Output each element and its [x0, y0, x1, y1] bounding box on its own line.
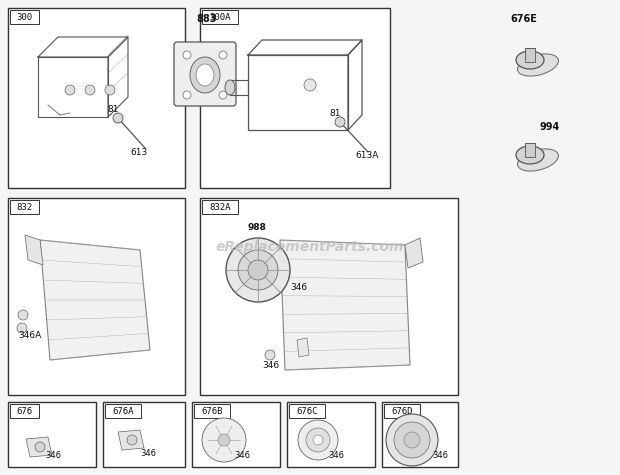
Text: 832A: 832A: [210, 202, 231, 211]
Bar: [202, 10, 238, 24]
Circle shape: [218, 434, 230, 446]
Text: 346: 346: [234, 451, 250, 460]
Circle shape: [113, 113, 123, 123]
Bar: [382, 402, 458, 467]
Circle shape: [394, 422, 430, 458]
Bar: [289, 404, 325, 418]
Ellipse shape: [518, 54, 559, 76]
Polygon shape: [118, 430, 144, 450]
Text: 300: 300: [17, 12, 33, 21]
Circle shape: [18, 310, 28, 320]
Bar: [8, 198, 185, 395]
Text: 346: 346: [328, 451, 344, 460]
Ellipse shape: [518, 149, 559, 171]
Text: 346: 346: [290, 283, 307, 292]
Polygon shape: [297, 338, 309, 357]
Text: 613: 613: [130, 148, 148, 157]
Circle shape: [127, 435, 137, 445]
Circle shape: [183, 91, 191, 99]
Bar: [287, 402, 375, 467]
Bar: [202, 200, 238, 214]
Text: 676E: 676E: [510, 14, 537, 24]
Ellipse shape: [190, 57, 220, 93]
Text: 988: 988: [248, 223, 267, 232]
Polygon shape: [26, 437, 52, 457]
Text: 346: 346: [262, 361, 279, 370]
Circle shape: [386, 414, 438, 466]
Polygon shape: [40, 240, 150, 360]
Circle shape: [238, 250, 278, 290]
Circle shape: [183, 51, 191, 59]
Bar: [10, 200, 39, 214]
Text: 613A: 613A: [355, 151, 378, 160]
Text: 81: 81: [329, 109, 340, 118]
Bar: [194, 404, 230, 418]
Ellipse shape: [225, 80, 235, 95]
Circle shape: [313, 435, 323, 445]
Text: 346: 346: [432, 451, 448, 460]
Circle shape: [298, 420, 338, 460]
Text: 676C: 676C: [296, 407, 317, 416]
Circle shape: [17, 323, 27, 333]
Bar: [200, 198, 458, 395]
Bar: [103, 402, 185, 467]
Text: eReplacementParts.com: eReplacementParts.com: [216, 240, 404, 255]
Circle shape: [105, 85, 115, 95]
Text: 883: 883: [196, 14, 216, 24]
Bar: [10, 10, 39, 24]
Text: 832: 832: [17, 202, 33, 211]
Circle shape: [226, 238, 290, 302]
Bar: [525, 48, 535, 62]
Bar: [192, 402, 280, 467]
Circle shape: [85, 85, 95, 95]
Text: 346A: 346A: [18, 331, 42, 340]
Ellipse shape: [516, 51, 544, 69]
Bar: [10, 404, 39, 418]
Ellipse shape: [196, 64, 214, 86]
Bar: [384, 404, 420, 418]
Bar: [8, 8, 185, 188]
Polygon shape: [25, 235, 43, 265]
Bar: [525, 143, 535, 157]
Circle shape: [265, 350, 275, 360]
Text: 676D: 676D: [391, 407, 413, 416]
Circle shape: [304, 79, 316, 91]
Circle shape: [65, 85, 75, 95]
Circle shape: [404, 432, 420, 448]
Circle shape: [35, 442, 45, 452]
Text: 676B: 676B: [202, 407, 223, 416]
Text: 81: 81: [107, 105, 118, 114]
Polygon shape: [280, 240, 410, 370]
Text: 346: 346: [45, 451, 61, 460]
Text: 994: 994: [540, 122, 560, 132]
Circle shape: [202, 418, 246, 462]
Circle shape: [248, 260, 268, 280]
Circle shape: [306, 428, 330, 452]
Ellipse shape: [516, 146, 544, 164]
Circle shape: [219, 51, 227, 59]
Text: 300A: 300A: [210, 12, 231, 21]
Text: 676A: 676A: [112, 407, 134, 416]
Bar: [200, 8, 390, 188]
Circle shape: [219, 91, 227, 99]
Text: 346: 346: [140, 449, 156, 458]
FancyBboxPatch shape: [174, 42, 236, 106]
Bar: [8, 402, 96, 467]
Text: 676: 676: [17, 407, 33, 416]
Polygon shape: [405, 238, 423, 268]
Circle shape: [335, 117, 345, 127]
Bar: [105, 404, 141, 418]
